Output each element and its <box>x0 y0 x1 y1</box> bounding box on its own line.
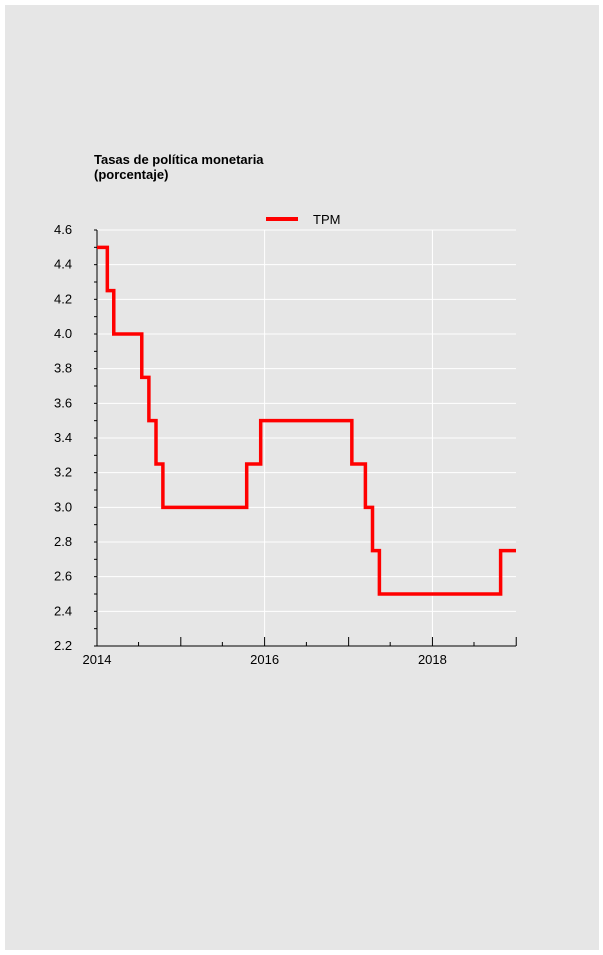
grid-layer <box>97 229 516 646</box>
y-tick-label: 4.6 <box>54 222 72 237</box>
x-tick-label: 2014 <box>83 652 112 667</box>
y-tick-label: 3.6 <box>54 395 72 410</box>
y-tick-label: 3.0 <box>54 499 72 514</box>
chart-title-block: Tasas de política monetaria (porcentaje) <box>94 152 264 182</box>
series-line-tpm <box>97 245 516 596</box>
y-tick-label: 3.8 <box>54 361 72 376</box>
y-tick-label: 2.4 <box>54 603 72 618</box>
x-tick-label: 2016 <box>250 652 279 667</box>
y-tick-label: 4.2 <box>54 291 72 306</box>
chart-panel <box>5 5 599 950</box>
series-layer <box>96 245 517 596</box>
y-tick-label: 4.4 <box>54 257 72 272</box>
chart-title: Tasas de política monetaria <box>94 152 264 167</box>
chart-subtitle: (porcentaje) <box>94 167 169 182</box>
y-tick-label: 4.0 <box>54 326 72 341</box>
axis-layer: 2.2 2.4 2.6 2.8 3.0 3.2 3.4 3.6 3.8 4.0 4.2 4.4 4.6 2… <box>54 222 517 667</box>
y-tick-label: 2.2 <box>54 638 72 653</box>
y-tick-label: 2.8 <box>54 534 72 549</box>
x-tick-label: 2018 <box>418 652 447 667</box>
y-tick-label: 3.4 <box>54 430 72 445</box>
y-tick-label: 2.6 <box>54 569 72 584</box>
legend: TPM <box>266 212 340 227</box>
legend-label-tpm: TPM <box>313 212 340 227</box>
y-tick-label: 3.2 <box>54 465 72 480</box>
